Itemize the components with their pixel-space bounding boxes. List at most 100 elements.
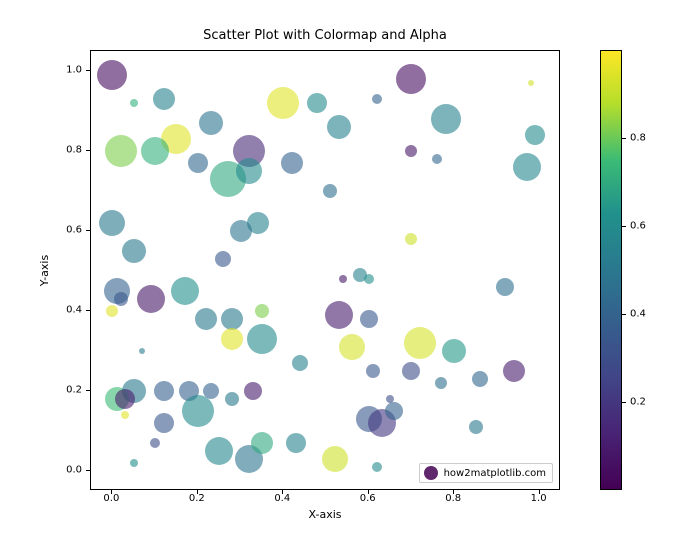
- scatter-point: [404, 327, 436, 359]
- legend-marker-icon: [424, 466, 438, 480]
- y-axis-label: Y-axis: [38, 50, 52, 490]
- scatter-point: [247, 324, 277, 354]
- scatter-point: [215, 251, 231, 267]
- scatter-point: [195, 308, 217, 330]
- scatter-point: [435, 377, 447, 389]
- scatter-point: [496, 278, 514, 296]
- y-tick: [86, 470, 90, 471]
- scatter-point: [405, 233, 417, 245]
- scatter-point: [99, 210, 125, 236]
- scatter-point: [286, 433, 306, 453]
- scatter-point: [322, 446, 348, 472]
- scatter-point: [199, 111, 223, 135]
- scatter-point: [469, 420, 483, 434]
- scatter-point: [525, 125, 545, 145]
- scatter-point: [327, 115, 351, 139]
- scatter-point: [150, 438, 160, 448]
- scatter-point: [431, 104, 461, 134]
- colorbar-tick: [622, 138, 626, 139]
- scatter-point: [182, 395, 214, 427]
- scatter-point: [442, 339, 466, 363]
- scatter-point: [205, 437, 233, 465]
- chart-frame: Scatter Plot with Colormap and Alpha how…: [0, 0, 700, 560]
- scatter-point: [97, 60, 127, 90]
- scatter-point: [139, 348, 145, 354]
- scatter-point: [472, 371, 488, 387]
- scatter-point: [121, 411, 129, 419]
- scatter-point: [307, 93, 327, 113]
- chart-title: Scatter Plot with Colormap and Alpha: [90, 28, 560, 43]
- scatter-point: [188, 153, 208, 173]
- colorbar-tick: [622, 226, 626, 227]
- scatter-point: [396, 64, 426, 94]
- x-tick-label: 0.2: [189, 493, 205, 504]
- scatter-point: [130, 99, 138, 107]
- scatter-point: [267, 87, 299, 119]
- x-tick-label: 0.6: [360, 493, 376, 504]
- scatter-point: [230, 220, 252, 242]
- scatter-point: [141, 137, 169, 165]
- scatter-point: [372, 94, 382, 104]
- colorbar: [600, 50, 622, 490]
- y-tick-label: 0.4: [52, 305, 82, 316]
- scatter-point: [171, 277, 199, 305]
- y-tick-label: 0.2: [52, 385, 82, 396]
- x-tick-label: 0.8: [445, 493, 461, 504]
- scatter-point: [115, 389, 135, 409]
- scatter-point: [221, 308, 243, 330]
- scatter-point: [528, 80, 534, 86]
- scatter-point: [106, 305, 118, 317]
- colorbar-tick-label: 0.8: [630, 133, 646, 144]
- colorbar-tick-label: 0.2: [630, 397, 646, 408]
- scatter-point: [225, 392, 239, 406]
- x-tick-label: 0.4: [274, 493, 290, 504]
- scatter-point: [255, 304, 269, 318]
- scatter-point: [366, 364, 380, 378]
- x-tick-label: 0.0: [103, 493, 119, 504]
- scatter-point: [339, 275, 347, 283]
- legend: how2matplotlib.com: [419, 463, 553, 483]
- y-tick: [86, 150, 90, 151]
- scatter-point: [323, 184, 337, 198]
- scatter-point: [154, 413, 174, 433]
- colorbar-tick: [622, 314, 626, 315]
- y-tick-label: 0.8: [52, 145, 82, 156]
- scatter-point: [385, 402, 403, 420]
- y-tick: [86, 390, 90, 391]
- scatter-point: [513, 153, 541, 181]
- scatter-point: [251, 432, 273, 454]
- scatter-point: [122, 239, 146, 263]
- scatter-point: [154, 381, 174, 401]
- colorbar-tick-label: 0.4: [630, 309, 646, 320]
- colorbar-tick-label: 0.6: [630, 221, 646, 232]
- y-tick: [86, 310, 90, 311]
- scatter-point: [432, 154, 442, 164]
- y-tick-label: 0.6: [52, 225, 82, 236]
- scatter-point: [137, 285, 165, 313]
- scatter-point: [105, 135, 137, 167]
- scatter-point: [236, 158, 262, 184]
- scatter-point: [360, 310, 378, 328]
- scatter-point: [402, 362, 420, 380]
- scatter-point: [114, 292, 128, 306]
- scatter-point: [364, 274, 374, 284]
- scatter-point: [130, 459, 138, 467]
- scatter-point: [372, 462, 382, 472]
- scatter-point: [281, 152, 303, 174]
- legend-label: how2matplotlib.com: [444, 468, 546, 479]
- y-tick-label: 0.0: [52, 465, 82, 476]
- y-tick: [86, 70, 90, 71]
- x-tick-label: 1.0: [531, 493, 547, 504]
- colorbar-tick: [622, 402, 626, 403]
- x-axis-label: X-axis: [90, 508, 560, 521]
- y-tick-label: 1.0: [52, 65, 82, 76]
- scatter-point: [153, 88, 175, 110]
- scatter-point: [405, 145, 417, 157]
- scatter-point: [339, 334, 365, 360]
- plot-area: how2matplotlib.com: [90, 50, 560, 490]
- scatter-point: [221, 328, 243, 350]
- scatter-point: [503, 360, 525, 382]
- scatter-point: [325, 301, 353, 329]
- scatter-point: [244, 382, 262, 400]
- scatter-point: [292, 355, 308, 371]
